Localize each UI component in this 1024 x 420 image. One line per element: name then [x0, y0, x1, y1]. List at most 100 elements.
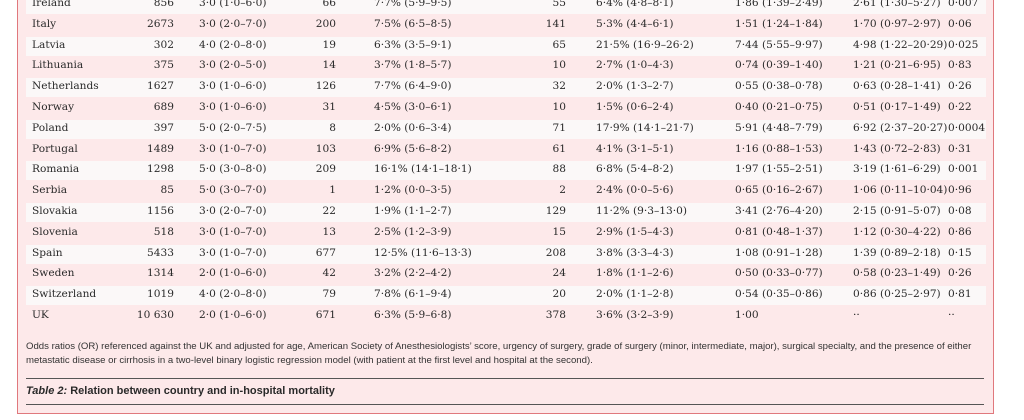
table-row: Ireland 856 3·0 (1·0–6·0) 66 7·7% (5·9–9·5) 5… [26, 0, 986, 14]
country-cell: Poland [32, 121, 69, 134]
percent-cell: 6·9% (5·6–8·2) [374, 142, 452, 155]
percent-cell: 7·8% (6·1–9·4) [374, 288, 452, 301]
count-cell: 209 [315, 163, 336, 176]
length-of-stay-cell: 5·0 (2·0–7·5) [199, 121, 267, 134]
percent-cell: 1·2% (0·0–3·5) [374, 184, 452, 197]
country-cell: Netherlands [32, 80, 99, 93]
count-cell: 103 [315, 142, 336, 155]
odds-ratio-cell: 0·74 (0·39–1·40) [735, 59, 823, 72]
p-value-cell: ·· [948, 309, 955, 321]
p-value-cell: 0·26 [948, 80, 972, 93]
length-of-stay-cell: 4·0 (2·0–8·0) [199, 38, 267, 51]
length-of-stay-cell: 3·0 (1·0–7·0) [199, 225, 267, 238]
percent-cell-2: 2·0% (1·3–2·7) [596, 80, 674, 93]
patients-cell: 10 630 [136, 309, 174, 321]
count-cell-2: 32 [552, 80, 566, 93]
count-cell: 31 [322, 101, 336, 113]
p-value-cell: 0·06 [948, 17, 972, 30]
percent-cell-2: 21·5% (16·9–26·2) [596, 38, 694, 51]
odds-ratio-cell-2: 1·06 (0·11–10·04) [853, 184, 948, 197]
odds-ratio-cell-2: 0·51 (0·17–1·49) [853, 101, 941, 113]
country-cell: UK [32, 309, 49, 321]
patients-cell: 5433 [147, 246, 174, 259]
percent-cell: 7·7% (6·4–9·0) [374, 80, 452, 93]
odds-ratio-cell-2: 0·63 (0·28–1·41) [853, 80, 941, 93]
p-value-cell: 0·83 [948, 59, 972, 72]
count-cell-2: 141 [545, 17, 566, 30]
count-cell: 42 [322, 267, 336, 280]
percent-cell: 4·5% (3·0–6·1) [374, 101, 452, 113]
country-cell: Slovakia [32, 205, 78, 217]
country-cell: Portugal [32, 142, 78, 155]
p-value-cell: 0·81 [948, 288, 972, 301]
patients-cell: 2673 [147, 17, 174, 30]
p-value-cell: 0·86 [948, 225, 972, 238]
count-cell: 79 [322, 288, 336, 301]
odds-ratio-cell: 1·08 (0·91–1·28) [735, 246, 823, 259]
table-row: Sweden 1314 2·0 (1·0–6·0) 42 3·2% (2·2–4·2) 2… [26, 265, 986, 284]
p-value-cell: 0·0004 [948, 121, 986, 134]
table-row: Spain 5433 3·0 (1·0–7·0) 677 12·5% (11·6–13·… [26, 244, 986, 264]
percent-cell-2: 1·5% (0·6–2·4) [596, 101, 674, 113]
percent-cell-2: 2·9% (1·5–4·3) [596, 225, 674, 238]
odds-ratio-cell-2: 3·19 (1·61–6·29) [853, 163, 941, 176]
odds-ratio-cell-2: 0·86 (0·25–2·97) [853, 288, 941, 301]
p-value-cell: 0·001 [948, 163, 979, 176]
count-cell: 200 [315, 17, 336, 30]
odds-ratio-cell-2: 1·43 (0·72–2·83) [853, 142, 941, 155]
table-row: Portugal 1489 3·0 (1·0–7·0) 103 6·9% (5·6–8·… [26, 141, 986, 160]
length-of-stay-cell: 3·0 (2·0–7·0) [199, 205, 267, 217]
odds-ratio-cell-2: 1·12 (0·30–4·22) [853, 225, 941, 238]
length-of-stay-cell: 3·0 (1·0–6·0) [199, 80, 267, 93]
odds-ratio-cell-2: 1·21 (0·21–6·95) [853, 59, 941, 72]
table-row: Slovakia 1156 3·0 (2·0–7·0) 22 1·9% (1·1–2·7… [26, 203, 986, 222]
patients-cell: 1627 [147, 80, 174, 93]
count-cell-2: 55 [552, 0, 566, 9]
patients-cell: 518 [153, 225, 174, 238]
patients-cell: 1298 [147, 163, 174, 176]
country-cell: Latvia [32, 38, 66, 51]
odds-ratio-cell-2: 1·70 (0·97–2·97) [853, 17, 941, 30]
percent-cell-2: 4·1% (3·1–5·1) [596, 142, 674, 155]
percent-cell-2: 11·2% (9·3–13·0) [596, 205, 688, 217]
country-cell: Ireland [32, 0, 71, 9]
length-of-stay-cell: 5·0 (3·0–7·0) [199, 184, 267, 197]
table-row: Lithuania 375 3·0 (2·0–5·0) 14 3·7% (1·8–5·7… [26, 57, 986, 76]
count-cell: 19 [322, 38, 336, 51]
table-row: Latvia 302 4·0 (2·0–8·0) 19 6·3% (3·5–9·1) 65… [26, 36, 986, 56]
caption-text: Relation between country and in-hospital… [67, 385, 335, 397]
odds-ratio-cell: 1·51 (1·24–1·84) [735, 17, 823, 30]
percent-cell-2: 2·7% (1·0–4·3) [596, 59, 674, 72]
percent-cell: 3·2% (2·2–4·2) [374, 267, 452, 280]
table-row: UK 10 630 2·0 (1·0–6·0) 671 6·3% (5·9–6·8) 37… [26, 307, 986, 326]
length-of-stay-cell: 2·0 (1·0–6·0) [199, 309, 267, 321]
patients-cell: 856 [153, 0, 174, 9]
patients-cell: 302 [153, 38, 174, 51]
odds-ratio-cell-2: 0·58 (0·23–1·49) [853, 267, 941, 280]
length-of-stay-cell: 3·0 (2·0–5·0) [199, 59, 267, 72]
p-value-cell: 0·96 [948, 184, 972, 197]
length-of-stay-cell: 4·0 (2·0–8·0) [199, 288, 267, 301]
table-footnote: Odds ratios (OR) referenced against the … [26, 341, 972, 366]
country-cell: Slovenia [32, 225, 78, 238]
caption-top-rule [26, 378, 984, 379]
percent-cell: 16·1% (14·1–18·1) [374, 163, 472, 176]
odds-ratio-cell: 0·81 (0·48–1·37) [735, 225, 823, 238]
percent-cell-2: 1·8% (1·1–2·6) [596, 267, 674, 280]
country-cell: Norway [32, 101, 75, 113]
count-cell-2: 88 [552, 163, 566, 176]
patients-cell: 689 [153, 101, 174, 113]
odds-ratio-cell: 5·91 (4·48–7·79) [735, 121, 823, 134]
p-value-cell: 0·26 [948, 267, 972, 280]
length-of-stay-cell: 3·0 (1·0–7·0) [199, 246, 267, 259]
percent-cell: 7·5% (6·5–8·5) [374, 17, 452, 30]
length-of-stay-cell: 3·0 (1·0–6·0) [199, 0, 267, 9]
count-cell: 126 [315, 80, 336, 93]
table-row: Norway 689 3·0 (1·0–6·0) 31 4·5% (3·0–6·1) 10… [26, 99, 986, 118]
count-cell-2: 15 [552, 225, 566, 238]
count-cell: 66 [322, 0, 336, 9]
count-cell-2: 2 [559, 184, 566, 197]
length-of-stay-cell: 2·0 (1·0–6·0) [199, 267, 267, 280]
caption-bottom-rule [26, 404, 984, 405]
percent-cell-2: 3·6% (3·2–3·9) [596, 309, 674, 321]
